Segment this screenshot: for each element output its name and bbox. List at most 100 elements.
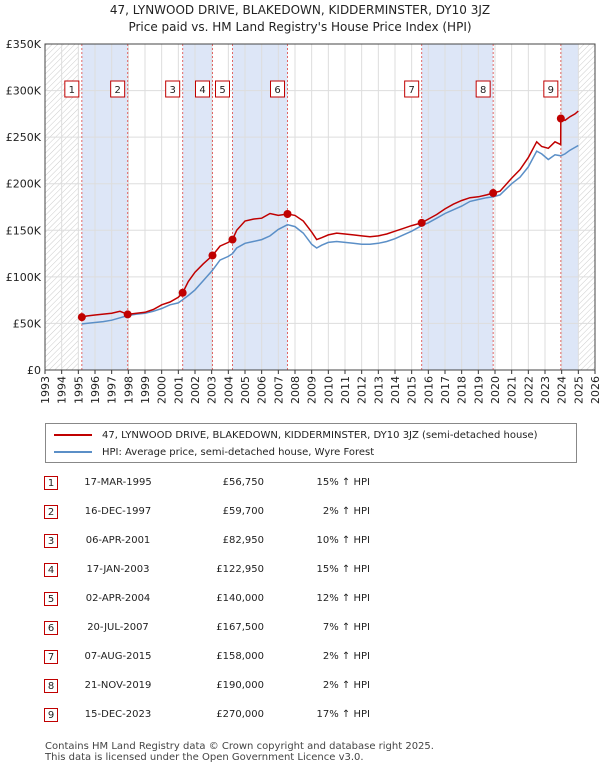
x-tick-label: 2026 <box>589 376 600 404</box>
sale-number-badge: 1 <box>44 476 58 490</box>
sale-label-box <box>110 80 126 98</box>
sale-date: 20-JUL-2007 <box>87 622 149 633</box>
price-paid-line <box>81 110 579 318</box>
x-tick-label: 2019 <box>472 376 485 404</box>
sale-hpi-change: 15% ↑ HPI <box>316 564 370 575</box>
x-tick-label: 2017 <box>439 376 452 404</box>
x-tick-label: 2024 <box>556 376 569 404</box>
y-tick-label: £250K <box>6 131 42 144</box>
plot-area <box>45 44 595 370</box>
x-tick-label: 2015 <box>406 376 419 404</box>
y-tick-label: £150K <box>6 224 42 237</box>
sale-date: 16-DEC-1997 <box>84 506 152 517</box>
sale-hpi-change: 2% ↑ HPI <box>322 506 370 517</box>
sale-point <box>417 218 426 227</box>
sale-label: 9 <box>548 85 554 96</box>
sale-number-badge: 2 <box>44 505 58 519</box>
plot-border <box>44 43 596 371</box>
x-tick-label: 2022 <box>522 376 535 404</box>
x-tick-label: 2018 <box>456 376 469 404</box>
x-tick-label: 2014 <box>389 376 402 404</box>
x-tick-label: 2006 <box>256 376 269 404</box>
sale-label-box <box>475 80 491 98</box>
legend-price-label: 47, LYNWOOD DRIVE, BLAKEDOWN, KIDDERMINS… <box>102 429 538 441</box>
x-tick-label: 2021 <box>506 376 519 404</box>
sale-hpi-change: 17% ↑ HPI <box>316 709 370 720</box>
x-tick-label: 2002 <box>189 376 202 404</box>
sale-date: 15-DEC-2023 <box>84 709 152 720</box>
legend-item-price: 47, LYNWOOD DRIVE, BLAKEDOWN, KIDDERMINS… <box>54 427 538 443</box>
x-tick-label: 2000 <box>156 376 169 404</box>
y-tick-label: £50K <box>13 317 42 330</box>
sale-label: 6 <box>274 85 280 96</box>
x-tick-label: 1999 <box>139 376 152 404</box>
ownership-band <box>182 44 213 370</box>
x-tick-label: 1998 <box>122 376 135 404</box>
sale-price: £190,000 <box>216 680 264 691</box>
x-tick-label: 1996 <box>89 376 102 404</box>
sale-point <box>77 313 86 322</box>
x-tick-label: 1997 <box>106 376 119 404</box>
sale-label: 4 <box>199 85 205 96</box>
sale-number-badge: 8 <box>44 679 58 693</box>
y-tick-label: £100K <box>6 271 42 284</box>
sale-number-badge: 5 <box>44 592 58 606</box>
sale-number-badge: 7 <box>44 650 58 664</box>
sale-date: 06-APR-2001 <box>85 535 151 546</box>
sale-price: £158,000 <box>216 651 264 662</box>
x-tick-label: 2025 <box>572 376 585 404</box>
ownership-band <box>421 44 494 370</box>
sale-label-box <box>404 80 420 98</box>
sale-number-badge: 4 <box>44 563 58 577</box>
sale-date: 07-AUG-2015 <box>84 651 152 662</box>
sale-label: 3 <box>169 85 175 96</box>
x-tick-label: 2020 <box>489 376 502 404</box>
x-tick-label: 1995 <box>72 376 85 404</box>
sale-price: £270,000 <box>216 709 264 720</box>
sale-label: 2 <box>114 85 120 96</box>
sale-hpi-change: 7% ↑ HPI <box>322 622 370 633</box>
sale-date: 17-JAN-2003 <box>86 564 150 575</box>
legend-hpi-swatch <box>54 451 92 453</box>
x-tick-label: 2010 <box>322 376 335 404</box>
x-tick-label: 2004 <box>222 376 235 404</box>
y-tick-label: £0 <box>27 364 41 377</box>
sale-hpi-change: 12% ↑ HPI <box>316 593 370 604</box>
ownership-band <box>560 44 579 370</box>
legend-item-hpi: HPI: Average price, semi-detached house,… <box>54 444 374 460</box>
sale-point <box>123 310 132 319</box>
sale-number-badge: 3 <box>44 534 58 548</box>
sale-point <box>283 209 292 218</box>
sale-price: £140,000 <box>216 593 264 604</box>
sale-price: £56,750 <box>222 477 264 488</box>
sale-number-badge: 9 <box>44 708 58 722</box>
sale-label-box <box>215 80 230 98</box>
x-tick-label: 2003 <box>206 376 219 404</box>
sale-hpi-change: 2% ↑ HPI <box>322 680 370 691</box>
footer-licence: This data is licensed under the Open Gov… <box>45 752 364 763</box>
price-chart: 1993 1994 1995 1996 1997 1998 1999 2000 2001 2002… <box>6 38 600 404</box>
sale-price: £167,500 <box>216 622 264 633</box>
legend: 47, LYNWOOD DRIVE, BLAKEDOWN, KIDDERMINS… <box>45 423 577 463</box>
sale-price: £82,950 <box>222 535 264 546</box>
sale-label: 5 <box>219 85 225 96</box>
footer-copyright: Contains HM Land Registry data © Crown c… <box>45 741 434 752</box>
x-tick-label: 2007 <box>272 376 285 404</box>
chart-title: 47, LYNWOOD DRIVE, BLAKEDOWN, KIDDERMINS… <box>109 3 491 17</box>
sale-point <box>228 235 237 244</box>
x-tick-label: 2023 <box>539 376 552 404</box>
sale-point <box>208 251 217 260</box>
x-tick-label: 2009 <box>306 376 319 404</box>
hatched-region-end <box>578 44 595 370</box>
x-tick-label: 1993 <box>39 376 52 404</box>
x-tick-label: 2008 <box>289 376 302 404</box>
sale-hpi-change: 10% ↑ HPI <box>316 535 370 546</box>
sale-price: £122,950 <box>216 564 264 575</box>
sale-label: 7 <box>408 85 414 96</box>
x-tick-label: 2012 <box>356 376 369 404</box>
legend-hpi-label: HPI: Average price, semi-detached house,… <box>102 446 375 458</box>
x-tick-label: 2016 <box>422 376 435 404</box>
y-tick-label: £200K <box>6 178 42 191</box>
sale-label: 8 <box>480 85 486 96</box>
x-tick-label: 1994 <box>56 376 69 404</box>
